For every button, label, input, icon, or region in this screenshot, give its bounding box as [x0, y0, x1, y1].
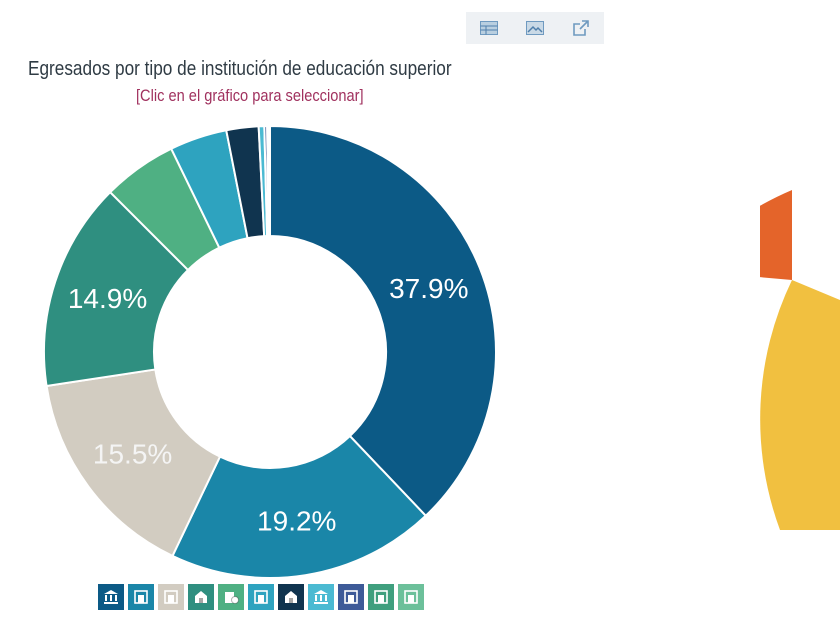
building-icon — [404, 590, 418, 604]
data-label-4: 14.9% — [68, 283, 147, 314]
legend-item-7[interactable] — [278, 584, 304, 610]
data-label-1: 37.9% — [389, 273, 468, 304]
legend-item-2[interactable] — [128, 584, 154, 610]
data-label-3: 15.5% — [93, 438, 172, 469]
download-image-button[interactable] — [524, 17, 546, 39]
institution-icon — [104, 590, 118, 604]
secondary-pie-chart — [760, 190, 840, 530]
legend-item-8[interactable] — [308, 584, 334, 610]
legend-item-5[interactable] — [218, 584, 244, 610]
table-view-button[interactable] — [478, 17, 500, 39]
building-icon — [164, 590, 178, 604]
secondary-pie-slice-yellow — [760, 280, 840, 530]
legend-item-1[interactable] — [98, 584, 124, 610]
building-icon — [374, 590, 388, 604]
chart-legend — [98, 584, 424, 610]
open-external-button[interactable] — [570, 17, 592, 39]
donut-slice-11[interactable] — [267, 124, 271, 238]
chart-subtitle: [Clic en el gráfico para seleccionar] — [136, 86, 364, 105]
legend-item-4[interactable] — [188, 584, 214, 610]
legend-item-3[interactable] — [158, 584, 184, 610]
school-icon — [285, 591, 297, 603]
legend-item-11[interactable] — [398, 584, 424, 610]
data-label-2: 19.2% — [257, 505, 336, 536]
chart-toolbar — [466, 12, 604, 44]
building-icon — [134, 590, 148, 604]
legend-item-6[interactable] — [248, 584, 274, 610]
money-building-icon — [225, 592, 239, 604]
school-icon — [195, 591, 207, 603]
donut-slice-2[interactable] — [171, 434, 428, 579]
image-icon — [526, 21, 544, 35]
building-icon — [344, 590, 358, 604]
secondary-pie-slice-orange — [760, 190, 792, 280]
building-icon — [254, 590, 268, 604]
donut-slice-1[interactable] — [269, 124, 497, 518]
donut-slice-3[interactable] — [45, 368, 222, 558]
external-link-icon — [573, 20, 589, 36]
legend-item-9[interactable] — [338, 584, 364, 610]
table-icon — [480, 21, 498, 35]
legend-item-10[interactable] — [368, 584, 394, 610]
institution-icon — [314, 590, 328, 604]
chart-title: Egresados por tipo de institución de edu… — [28, 58, 452, 80]
